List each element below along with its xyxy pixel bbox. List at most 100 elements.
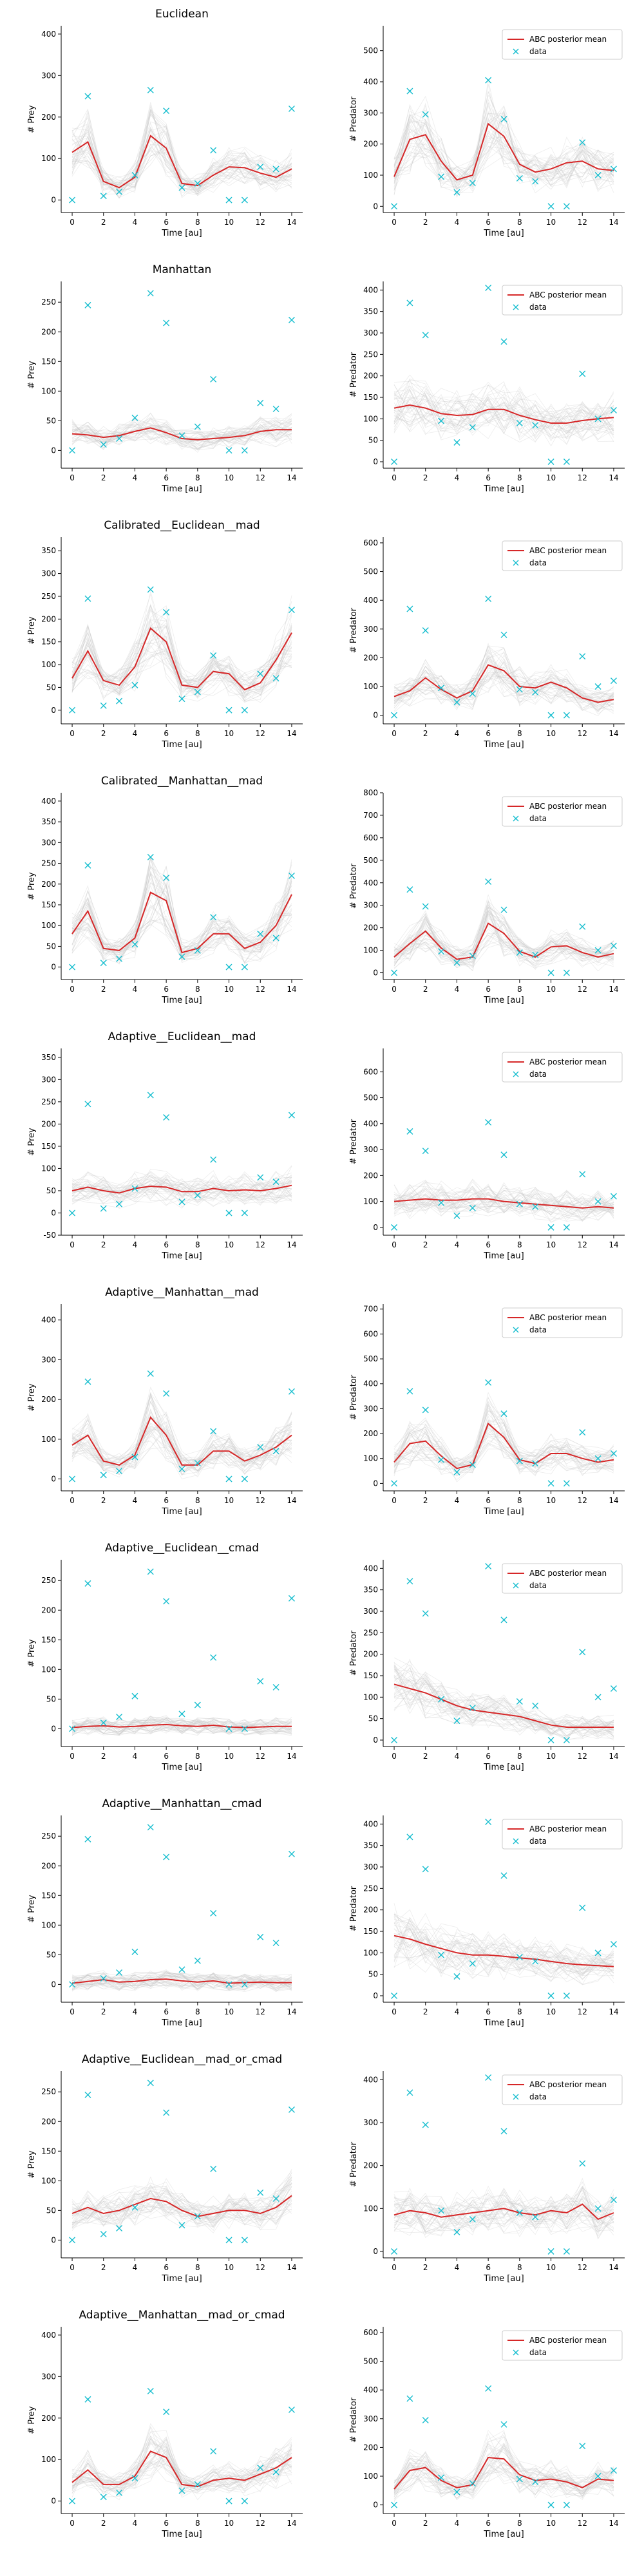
posterior-sample-line xyxy=(393,379,614,438)
posterior-sample-line xyxy=(393,2443,614,2497)
posterior-sample-line xyxy=(71,620,292,693)
posterior-sample-line xyxy=(71,1718,292,1735)
x-tick-label: 2 xyxy=(101,1240,106,1249)
x-tick-label: 10 xyxy=(224,2007,234,2016)
data-point xyxy=(210,2165,217,2172)
posterior-sample-line xyxy=(393,1182,614,1211)
posterior-sample-line xyxy=(71,896,292,956)
chart-panel: 0 50 100 150 200 250 0 2 4 6 8 10 12 14 Time [au] # Pre… xyxy=(27,1815,303,2028)
data-point xyxy=(391,1224,398,1231)
posterior-sample-line xyxy=(393,2442,614,2499)
posterior-sample-line xyxy=(71,1719,292,1736)
posterior-sample-line xyxy=(71,129,292,193)
y-tick-label: 500 xyxy=(363,46,378,55)
data-point xyxy=(178,184,185,191)
posterior-sample-line xyxy=(393,1182,614,1218)
x-tick-label: 2 xyxy=(101,2263,106,2272)
y-tick-label: 0 xyxy=(51,2235,56,2244)
x-tick-label: 14 xyxy=(287,1752,296,1761)
posterior-sample-line xyxy=(393,1397,614,1472)
posterior-sample-line xyxy=(71,1171,292,1202)
y-tick-label: 600 xyxy=(363,1329,378,1338)
data-point xyxy=(147,1824,154,1831)
posterior-samples xyxy=(71,1386,292,1479)
posterior-sample-line xyxy=(71,1179,292,1202)
data-point xyxy=(84,1101,91,1108)
data-point xyxy=(453,2488,460,2496)
posterior-sample-line xyxy=(393,650,614,705)
posterior-sample-line xyxy=(71,2182,292,2228)
x-tick-label: 0 xyxy=(70,985,75,994)
x-tick-label: 2 xyxy=(423,2007,428,2016)
data-point xyxy=(563,1737,570,1743)
y-tick-label: 150 xyxy=(41,1142,56,1151)
posterior-sample-line xyxy=(393,111,614,190)
posterior-sample-line xyxy=(393,1413,614,1475)
chart-panel: 0 50 100 150 200 250 0 2 4 6 8 10 12 14 Time [au] # Pre… xyxy=(27,2071,303,2284)
x-tick-label: 6 xyxy=(486,729,491,738)
posterior-sample-line xyxy=(71,135,292,194)
x-tick-label: 14 xyxy=(609,2263,618,2272)
posterior-sample-line xyxy=(71,867,292,965)
posterior-sample-line xyxy=(71,425,292,451)
posterior-sample-line xyxy=(393,919,614,966)
data-point xyxy=(485,1819,492,1825)
legend-data-label: data xyxy=(529,1070,547,1079)
data-point xyxy=(469,690,476,697)
posterior-sample-line xyxy=(71,1970,292,1989)
data-point xyxy=(516,1457,523,1464)
y-axis-label: # Predator xyxy=(349,352,359,397)
posterior-sample-line xyxy=(393,102,614,198)
data-point xyxy=(563,2248,570,2255)
x-tick-label: 0 xyxy=(70,218,75,227)
x-tick-label: 2 xyxy=(101,473,106,482)
posterior-samples xyxy=(393,374,614,447)
posterior-sample-line xyxy=(393,1427,614,1477)
data-point xyxy=(163,875,170,882)
x-tick-label: 0 xyxy=(70,1752,75,1761)
x-axis-label: Time [au] xyxy=(483,996,524,1005)
data-point xyxy=(163,108,170,115)
posterior-sample-line xyxy=(393,1190,614,1218)
x-tick-label: 6 xyxy=(486,2519,491,2528)
chart-title: Manhattan xyxy=(152,263,212,276)
data-point xyxy=(257,1678,264,1685)
data-point xyxy=(438,173,445,180)
legend-mean-label: ABC posterior mean xyxy=(529,1057,607,1066)
data-point xyxy=(453,1973,460,1980)
posterior-sample-line xyxy=(393,2188,614,2225)
posterior-sample-line xyxy=(393,916,614,969)
data-point xyxy=(116,435,123,442)
y-axis-label: # Prey xyxy=(27,1895,37,1923)
posterior-sample-line xyxy=(71,2461,292,2494)
x-tick-label: 8 xyxy=(517,473,522,482)
chart-title: Adaptive__Manhattan__mad_or_cmad xyxy=(79,2309,285,2322)
posterior-sample-line xyxy=(393,1661,614,1736)
posterior-sample-line xyxy=(71,1717,292,1736)
posterior-sample-line xyxy=(71,2198,292,2226)
data-point xyxy=(532,1203,539,1210)
x-tick-label: 2 xyxy=(423,1240,428,1249)
y-tick-label: 200 xyxy=(41,1861,56,1870)
posterior-sample-line xyxy=(71,882,292,958)
data-point xyxy=(84,2396,91,2403)
posterior-sample-line xyxy=(393,1186,614,1215)
y-tick-label: 300 xyxy=(41,569,56,578)
data-point xyxy=(422,1406,429,1414)
data-point xyxy=(194,423,201,430)
data-point xyxy=(485,1563,492,1569)
x-axis-label: Time [au] xyxy=(483,1763,524,1772)
posterior-sample-line xyxy=(393,2194,614,2230)
data-point xyxy=(391,1480,398,1487)
posterior-sample-line xyxy=(393,393,614,442)
data-point xyxy=(100,1719,107,1727)
data-point xyxy=(391,1993,398,1999)
x-tick-label: 0 xyxy=(392,1240,397,1249)
y-tick-label: 200 xyxy=(363,1429,378,1438)
y-tick-label: 50 xyxy=(368,1714,378,1723)
y-tick-label: 150 xyxy=(41,900,56,909)
data-point xyxy=(391,1737,398,1743)
x-tick-label: 6 xyxy=(486,218,491,227)
x-tick-label: 0 xyxy=(392,473,397,482)
x-tick-label: 4 xyxy=(133,218,138,227)
